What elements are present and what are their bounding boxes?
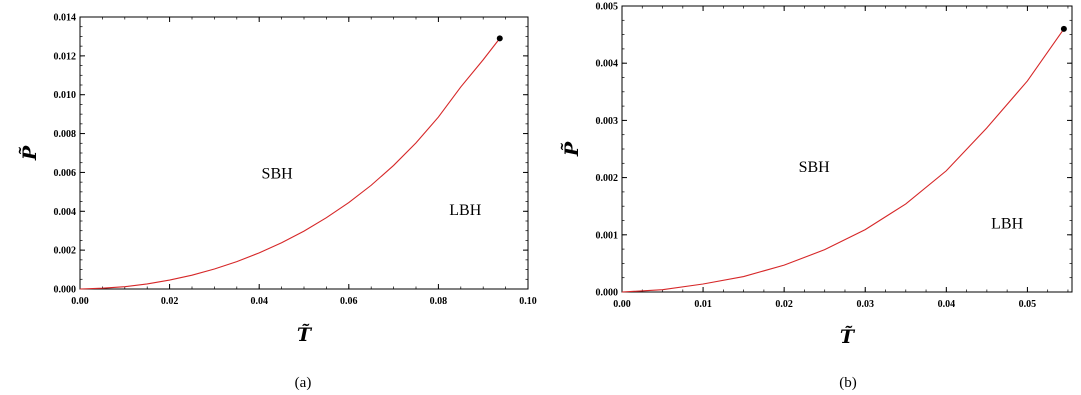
region-label-lbh: LBH <box>449 202 481 219</box>
y-axis-title: P̃ <box>19 145 41 161</box>
region-label-sbh: SBH <box>799 159 831 176</box>
panel-caption: (a) <box>295 375 312 391</box>
y-tick-label: 0.004 <box>54 207 77 218</box>
y-tick-label: 0.000 <box>54 285 77 296</box>
y-tick-label: 0.001 <box>596 230 619 241</box>
y-tick-label: 0.006 <box>54 168 77 179</box>
x-axis-title: T̃ <box>297 324 313 346</box>
plot-frame <box>79 16 529 290</box>
x-tick-label: 0.04 <box>250 296 268 307</box>
x-tick-label: 0.00 <box>613 299 631 310</box>
x-tick-label: 0.01 <box>694 299 712 310</box>
x-tick-label: 0.04 <box>938 299 956 310</box>
y-tick-label: 0.000 <box>596 288 619 299</box>
chart-panel-b: 0.00 0.01 0.02 0.03 0.04 0.05 0.000 0.001 0.002 0… <box>561 2 1073 391</box>
y-tick-label: 0.003 <box>596 116 619 127</box>
y-tick-label: 0.008 <box>54 129 77 140</box>
x-tick-label: 0.00 <box>71 296 89 307</box>
region-label-sbh: SBH <box>262 165 294 182</box>
y-tick-label: 0.002 <box>54 246 77 257</box>
chart-panel-a: 0.00 0.02 0.04 0.06 0.08 0.10 0.000 0.002 0.004 0… <box>19 13 537 392</box>
x-tick-label: 0.02 <box>775 299 793 310</box>
x-tick-label: 0.06 <box>340 296 358 307</box>
coexistence-curve <box>621 28 1065 293</box>
region-label-lbh: LBH <box>991 216 1023 233</box>
panel-caption: (b) <box>839 375 857 391</box>
coexistence-curve <box>79 38 501 290</box>
y-tick-label: 0.010 <box>54 90 77 101</box>
x-tick-label: 0.08 <box>430 296 448 307</box>
x-tick-label: 0.10 <box>519 296 537 307</box>
x-tick-label: 0.02 <box>161 296 179 307</box>
x-axis-title: T̃ <box>840 326 856 348</box>
y-tick-label: 0.012 <box>54 51 77 62</box>
y-tick-label: 0.004 <box>596 59 619 70</box>
x-tick-label: 0.03 <box>856 299 874 310</box>
y-tick-label: 0.005 <box>596 2 619 13</box>
y-tick-label: 0.002 <box>596 173 619 184</box>
y-axis-title: P̃ <box>561 141 583 157</box>
critical-point <box>496 35 503 42</box>
x-tick-label: 0.05 <box>1019 299 1037 310</box>
critical-point <box>1060 25 1067 32</box>
plot-frame <box>621 5 1073 293</box>
y-tick-label: 0.014 <box>54 13 77 24</box>
